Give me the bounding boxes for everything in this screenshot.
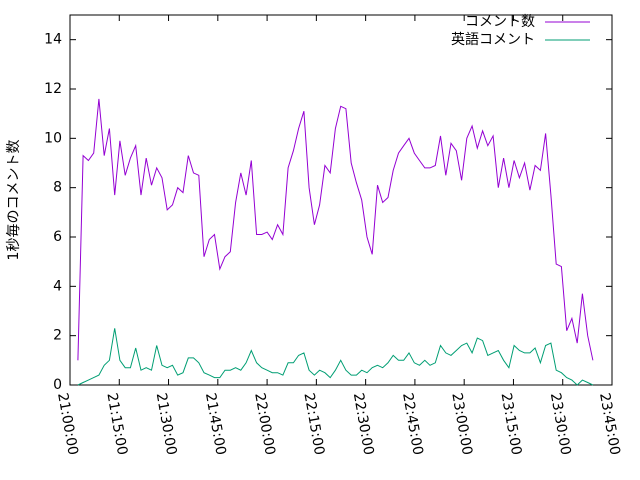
y-tick-label: 10: [44, 130, 62, 146]
x-tick-label: 23:30:00: [547, 392, 574, 457]
series-line: [77, 328, 594, 386]
x-tick-label: 22:45:00: [399, 392, 426, 457]
x-tick-label: 23:15:00: [498, 392, 525, 457]
plot-frame: [69, 14, 613, 386]
x-tick-label: 21:30:00: [153, 392, 180, 457]
y-tick-label: 12: [44, 81, 62, 97]
x-tick-label: 21:15:00: [103, 392, 130, 457]
y-tick-label: 0: [53, 377, 62, 393]
series-line: [77, 98, 594, 361]
y-tick-label: 8: [53, 180, 62, 196]
y-tick-label: 2: [53, 328, 62, 344]
x-tick-label: 23:45:00: [596, 392, 623, 457]
legend-label: コメント数: [465, 14, 535, 30]
x-tick-label: 21:00:00: [54, 392, 81, 457]
y-tick-label: 14: [44, 32, 62, 48]
legend-label: 英語コメント: [451, 31, 535, 48]
x-tick-label: 21:45:00: [202, 392, 229, 457]
y-tick-label: 4: [53, 278, 62, 294]
x-tick-label: 22:30:00: [350, 392, 377, 457]
x-tick-label: 22:00:00: [251, 392, 278, 457]
x-tick-label: 23:00:00: [448, 392, 475, 457]
y-tick-label: 6: [53, 229, 62, 245]
y-axis-label: 1秒毎のコメント数: [6, 140, 22, 261]
x-tick-label: 22:15:00: [300, 392, 327, 457]
